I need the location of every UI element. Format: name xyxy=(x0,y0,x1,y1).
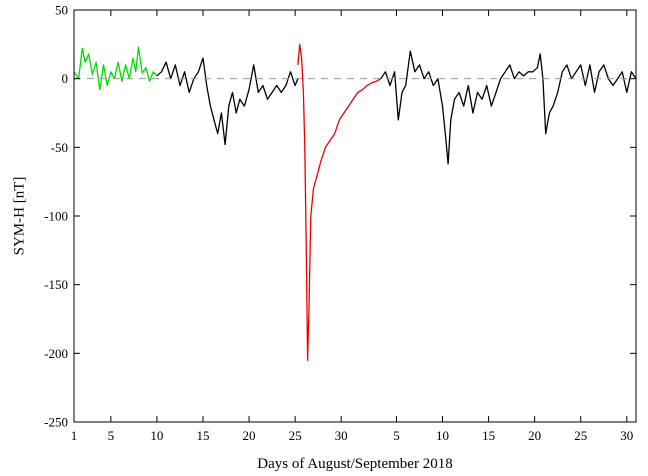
series-line-4 xyxy=(380,50,637,165)
ticks-layer: 1 5 10 15 20 25 30 5 10 15 20 25 30500-50-100-150-20… xyxy=(44,3,636,443)
x-tick-label: 10 xyxy=(436,428,449,443)
series-line-3 xyxy=(297,43,382,361)
series-line-1 xyxy=(73,46,158,91)
x-tick-label: 5 xyxy=(393,428,400,443)
y-tick-label: -200 xyxy=(44,346,68,361)
y-tick-label: 0 xyxy=(62,71,69,86)
x-tick-label: 15 xyxy=(482,428,495,443)
x-tick-label: 25 xyxy=(574,428,587,443)
series-line-2 xyxy=(156,57,299,146)
x-tick-label: 15 xyxy=(196,428,209,443)
x-tick-label: 20 xyxy=(243,428,256,443)
x-axis-label: Days of August/September 2018 xyxy=(257,456,452,472)
y-tick-label: -50 xyxy=(51,140,68,155)
x-tick-label: 30 xyxy=(620,428,633,443)
x-tick-label: 1 xyxy=(71,428,78,443)
y-tick-label: -100 xyxy=(44,209,68,224)
plot-frame xyxy=(73,9,637,423)
y-tick-label: -150 xyxy=(44,277,68,292)
x-tick-label: 30 xyxy=(335,428,348,443)
y-tick-label: -250 xyxy=(44,415,68,430)
x-tick-label: 10 xyxy=(150,428,163,443)
series-layer xyxy=(73,43,637,361)
x-tick-label: 25 xyxy=(289,428,302,443)
y-tick-label: 50 xyxy=(55,3,68,18)
x-tick-label: 5 xyxy=(108,428,115,443)
y-axis-label: SYM-H [nT] xyxy=(11,177,27,256)
x-tick-label: 20 xyxy=(528,428,541,443)
